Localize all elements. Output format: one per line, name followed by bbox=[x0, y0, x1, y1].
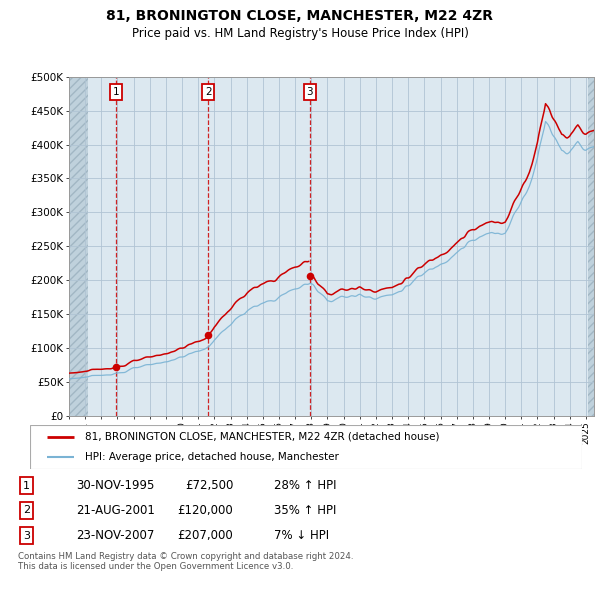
Text: £207,000: £207,000 bbox=[178, 529, 233, 542]
Point bbox=[305, 271, 314, 280]
Text: 28% ↑ HPI: 28% ↑ HPI bbox=[274, 479, 337, 492]
Point bbox=[112, 362, 121, 372]
Text: £72,500: £72,500 bbox=[185, 479, 233, 492]
Text: 3: 3 bbox=[307, 87, 313, 97]
Bar bbox=[69, 77, 88, 416]
Text: Price paid vs. HM Land Registry's House Price Index (HPI): Price paid vs. HM Land Registry's House … bbox=[131, 27, 469, 40]
Text: 7% ↓ HPI: 7% ↓ HPI bbox=[274, 529, 329, 542]
Text: 81, BRONINGTON CLOSE, MANCHESTER, M22 4ZR (detached house): 81, BRONINGTON CLOSE, MANCHESTER, M22 4Z… bbox=[85, 432, 440, 442]
Text: 21-AUG-2001: 21-AUG-2001 bbox=[76, 504, 155, 517]
Text: HPI: Average price, detached house, Manchester: HPI: Average price, detached house, Manc… bbox=[85, 452, 339, 462]
Text: 1: 1 bbox=[23, 481, 30, 491]
Text: 81, BRONINGTON CLOSE, MANCHESTER, M22 4ZR: 81, BRONINGTON CLOSE, MANCHESTER, M22 4Z… bbox=[107, 9, 493, 23]
Text: 1: 1 bbox=[113, 87, 119, 97]
Bar bbox=[587, 77, 594, 416]
Text: 3: 3 bbox=[23, 530, 30, 540]
Text: £120,000: £120,000 bbox=[178, 504, 233, 517]
Text: 30-NOV-1995: 30-NOV-1995 bbox=[76, 479, 154, 492]
Text: 23-NOV-2007: 23-NOV-2007 bbox=[76, 529, 154, 542]
Text: 2: 2 bbox=[205, 87, 212, 97]
Text: Contains HM Land Registry data © Crown copyright and database right 2024.
This d: Contains HM Land Registry data © Crown c… bbox=[18, 552, 353, 571]
Text: 2: 2 bbox=[23, 506, 30, 515]
Text: 35% ↑ HPI: 35% ↑ HPI bbox=[274, 504, 336, 517]
Point bbox=[203, 330, 213, 339]
